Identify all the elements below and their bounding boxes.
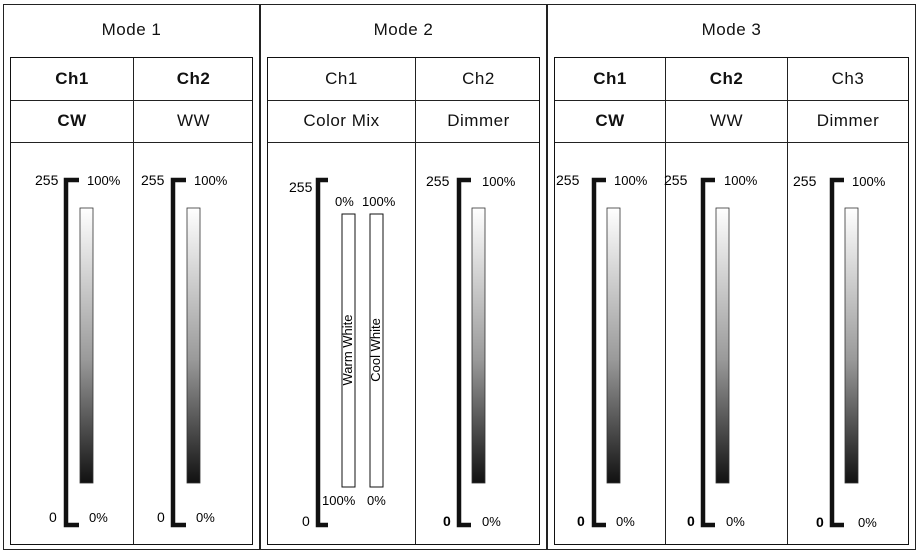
percent-min-label: 0% <box>858 515 877 530</box>
scale-max-label: 255 <box>141 172 165 188</box>
scale-min-label: 0 <box>302 513 310 529</box>
scale-max-label: 255 <box>556 172 580 188</box>
mode-2-ch2-header: Ch2 <box>462 69 495 88</box>
scale-bracket <box>591 177 606 528</box>
mode-3-ch3-function: Dimmer <box>816 111 880 130</box>
row-divider <box>11 100 252 101</box>
mode-3-ch1-header: Ch1 <box>593 69 627 88</box>
percent-min-label: 0% <box>616 514 635 529</box>
row-divider <box>268 142 539 143</box>
mode-1-ch1-dimmer-scale: 255 0 100% 0% <box>35 172 121 528</box>
percent-max-label: 100% <box>724 173 758 188</box>
scale-min-label: 0 <box>157 509 165 525</box>
percent-max-label: 100% <box>194 173 228 188</box>
mode-3-ch2-function: WW <box>709 111 744 130</box>
cool-white-top-percent: 100% <box>362 194 396 209</box>
cool-white-bottom-percent: 0% <box>367 493 386 508</box>
mode-2-title: Mode 2 <box>373 20 434 39</box>
mode-2-ch2-dimmer-scale: 255 0 100% 0% <box>426 173 516 529</box>
column-divider <box>665 58 666 544</box>
mode-2-ch1-function: Color Mix <box>303 111 380 130</box>
mode-1-ch1-header: Ch1 <box>55 69 89 88</box>
mode-3-table: Ch1 Ch2 Ch3 CW WW Dimmer <box>554 57 909 545</box>
row-divider <box>555 100 908 101</box>
scale-min-label: 0 <box>816 514 824 530</box>
scale-min-label: 0 <box>443 513 451 529</box>
scale-bracket <box>700 177 715 528</box>
scale-bracket <box>170 177 186 528</box>
percent-min-label: 0% <box>89 510 108 525</box>
percent-max-label: 100% <box>614 173 648 188</box>
cool-white-bar <box>369 213 384 488</box>
percent-max-label: 100% <box>87 173 121 188</box>
mode-3-ch2-dimmer-scale: 255 0 100% 0% <box>664 172 758 529</box>
mode-1-ch1-function: CW <box>57 111 87 130</box>
mode-1-ch2-header: Ch2 <box>176 69 211 88</box>
intensity-gradient-bar <box>606 207 621 484</box>
percent-max-label: 100% <box>482 174 516 189</box>
mode-1-panel: Mode 1 Ch1 Ch2 CW WW <box>3 4 260 550</box>
intensity-gradient-bar <box>79 207 94 484</box>
percent-min-label: 0% <box>196 510 215 525</box>
mode-2-ch1-header: Ch1 <box>325 69 358 88</box>
cool-white-label: Cool White <box>368 318 383 382</box>
intensity-gradient-bar <box>844 207 859 484</box>
intensity-gradient-bar <box>715 207 730 484</box>
scale-max-label: 255 <box>35 172 59 188</box>
column-divider <box>415 58 416 544</box>
row-divider <box>268 100 539 101</box>
mode-2-ch1-color-mix-scale: 255 0 0% 100% 100% 0% Warm White Cool Wh… <box>289 177 396 529</box>
mode-3-panel: Mode 3 Ch1 Ch2 Ch3 CW WW Dimmer <box>547 4 916 550</box>
scale-bracket <box>456 177 471 528</box>
warm-white-top-percent: 0% <box>335 194 354 209</box>
scale-min-label: 0 <box>577 513 585 529</box>
percent-min-label: 0% <box>482 514 501 529</box>
intensity-gradient-bar <box>471 207 486 484</box>
column-divider <box>133 58 134 544</box>
mode-3-ch3-dimmer-scale: 255 0 100% 0% <box>793 173 886 530</box>
scale-max-label: 255 <box>426 173 450 189</box>
warm-white-label: Warm White <box>340 314 355 385</box>
mode-3-ch1-dimmer-scale: 255 0 100% 0% <box>556 172 648 529</box>
mode-1-title: Mode 1 <box>101 20 162 39</box>
scale-min-label: 0 <box>687 513 695 529</box>
mode-3-ch2-header: Ch2 <box>709 69 744 88</box>
scale-max-label: 255 <box>289 179 313 195</box>
mode-2-panel: Mode 2 Ch1 Ch2 Color Mix Dimmer <box>260 4 547 550</box>
row-divider <box>11 142 252 143</box>
mode-3-ch3-header: Ch3 <box>831 69 865 88</box>
percent-max-label: 100% <box>852 174 886 189</box>
mode-3-title: Mode 3 <box>701 20 762 39</box>
scale-max-label: 255 <box>793 173 817 189</box>
mode-2-ch2-function: Dimmer <box>447 111 510 130</box>
scale-min-label: 0 <box>49 509 57 525</box>
row-divider <box>555 142 908 143</box>
column-divider <box>787 58 788 544</box>
mode-2-table: Ch1 Ch2 Color Mix Dimmer <box>267 57 540 545</box>
percent-min-label: 0% <box>726 514 745 529</box>
scale-bracket <box>829 177 844 528</box>
mode-1-ch2-function: WW <box>176 111 211 130</box>
scale-bracket <box>315 177 328 528</box>
mode-1-table: Ch1 Ch2 CW WW <box>10 57 253 545</box>
mode-3-ch1-function: CW <box>595 111 625 130</box>
warm-white-bottom-percent: 100% <box>322 493 356 508</box>
intensity-gradient-bar <box>186 207 201 484</box>
scale-bracket <box>63 177 79 528</box>
warm-white-bar <box>341 213 356 488</box>
scale-max-label: 255 <box>664 172 688 188</box>
mode-1-ch2-dimmer-scale: 255 0 100% 0% <box>141 172 228 528</box>
